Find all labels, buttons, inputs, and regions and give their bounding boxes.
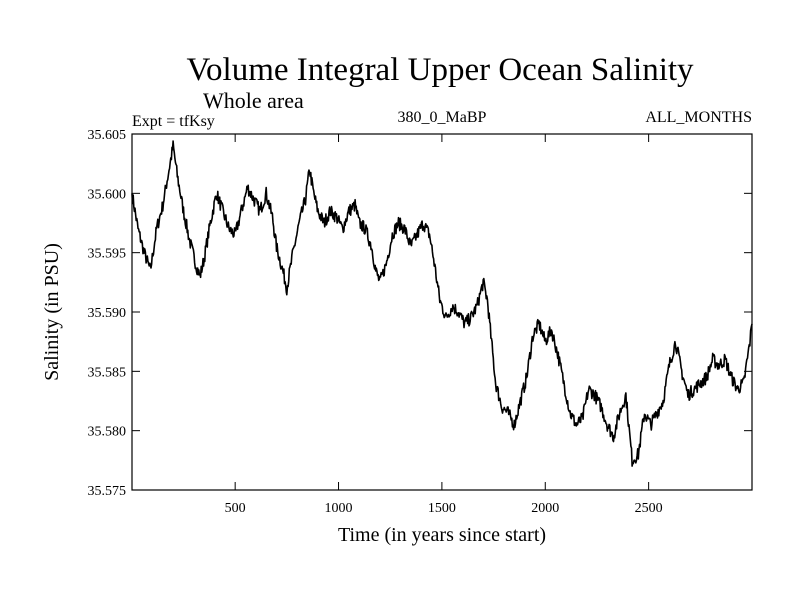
y-tick-label: 35.595 <box>88 247 127 262</box>
x-tick-label: 2000 <box>531 501 559 516</box>
y-axis-label: Salinity (in PSU) <box>41 243 63 381</box>
y-tick-label: 35.590 <box>88 306 127 321</box>
months-label: ALL_MONTHS <box>645 109 752 126</box>
y-tick-label: 35.580 <box>88 425 127 440</box>
salinity-series-line <box>131 140 753 467</box>
experiment-label: Expt = tfKsy <box>132 113 215 130</box>
chart-subtitle: Whole area <box>203 88 304 113</box>
x-tick-label: 1000 <box>325 501 353 516</box>
chart-title: Volume Integral Upper Ocean Salinity <box>186 52 694 88</box>
x-tick-label: 1500 <box>428 501 456 516</box>
x-axis-label: Time (in years since start) <box>338 524 546 546</box>
y-tick-label: 35.585 <box>88 365 127 380</box>
y-tick-label: 35.605 <box>88 128 127 143</box>
run-label: 380_0_MaBP <box>398 109 487 126</box>
y-tick-label: 35.575 <box>88 484 127 499</box>
x-axis: 500 1000 1500 2000 2500 <box>225 134 663 516</box>
y-axis: 35.575 35.580 35.585 35.590 35.595 35.600 35.6… <box>88 128 752 499</box>
x-tick-label: 500 <box>225 501 246 516</box>
x-tick-label: 2500 <box>635 501 663 516</box>
y-tick-label: 35.600 <box>88 187 127 202</box>
